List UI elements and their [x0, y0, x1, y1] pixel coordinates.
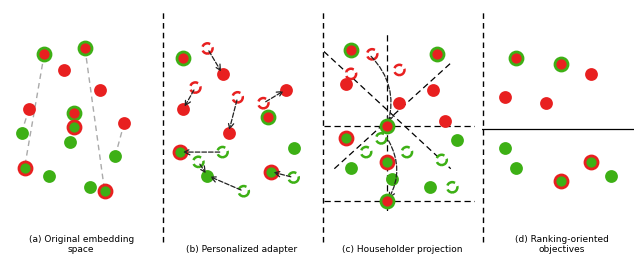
Point [382, 124, 392, 128]
Point [232, 95, 243, 99]
Point [119, 121, 129, 125]
Point [511, 166, 521, 170]
Point [258, 101, 268, 105]
Point [556, 179, 566, 183]
Point [452, 138, 462, 142]
Point [65, 140, 75, 144]
Point [281, 87, 291, 91]
Point [80, 46, 90, 50]
Point [175, 150, 186, 154]
Text: (b) Personalized adapter: (b) Personalized adapter [186, 245, 298, 254]
Point [266, 170, 276, 174]
Point [382, 160, 392, 164]
Point [84, 185, 95, 189]
Point [178, 107, 188, 111]
Point [17, 131, 27, 135]
Point [69, 111, 79, 115]
Point [263, 115, 273, 119]
Point [289, 146, 299, 150]
Point [341, 136, 351, 140]
Point [394, 68, 404, 72]
Point [202, 46, 212, 50]
Point [387, 177, 397, 181]
Point [59, 68, 69, 72]
Point [500, 95, 510, 99]
Point [110, 154, 120, 158]
Point [382, 199, 392, 203]
Point [346, 72, 356, 76]
Point [24, 107, 34, 111]
Text: (d) Ranking-oriented
objectives: (d) Ranking-oriented objectives [515, 235, 609, 254]
Point [586, 72, 596, 76]
Point [341, 81, 351, 86]
Point [69, 125, 79, 129]
Point [361, 150, 371, 154]
Point [193, 160, 204, 164]
Text: (a) Original embedding
space: (a) Original embedding space [29, 235, 134, 254]
Point [99, 189, 109, 193]
Point [511, 56, 521, 60]
Text: (c) Householder projection: (c) Householder projection [342, 245, 462, 254]
Point [432, 52, 442, 56]
Point [44, 173, 54, 178]
Point [289, 176, 299, 180]
Point [95, 87, 105, 91]
Point [178, 56, 188, 60]
Point [39, 52, 49, 56]
Point [19, 166, 29, 170]
Point [606, 173, 616, 178]
Point [447, 185, 458, 189]
Point [190, 86, 200, 90]
Point [239, 189, 249, 193]
Point [346, 166, 356, 170]
Point [202, 173, 212, 178]
Point [500, 146, 510, 150]
Point [541, 101, 551, 105]
Point [402, 150, 412, 154]
Point [424, 185, 435, 189]
Point [440, 119, 450, 123]
Point [346, 48, 356, 52]
Point [376, 136, 387, 140]
Point [586, 160, 596, 164]
Point [556, 62, 566, 66]
Point [436, 158, 447, 162]
Point [428, 87, 438, 91]
Point [394, 101, 404, 105]
Point [218, 72, 228, 76]
Point [223, 131, 234, 135]
Point [218, 150, 228, 154]
Point [367, 52, 377, 56]
